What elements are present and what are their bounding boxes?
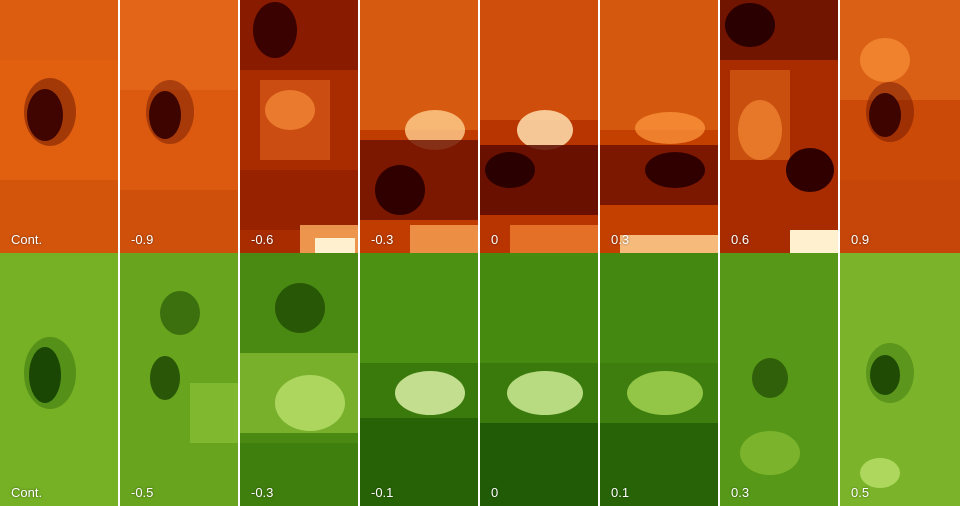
panel-label: 0.5 xyxy=(851,485,870,500)
panel-label: -0.9 xyxy=(131,232,154,247)
panel-label: 0.6 xyxy=(731,232,750,247)
panel-label: -0.3 xyxy=(251,485,274,500)
red-panel-4: -0.3 xyxy=(360,0,478,253)
panel-label: 0.3 xyxy=(611,232,630,247)
panel-label: Cont. xyxy=(11,485,43,500)
green-panel-2-image xyxy=(120,253,238,506)
red-panel-2: -0.9 xyxy=(120,0,238,253)
red-panel-8: 0.9 xyxy=(840,0,960,253)
panel-label: -0.6 xyxy=(251,232,274,247)
green-panel-8: 0.5 xyxy=(840,253,960,506)
panel-label: -0.3 xyxy=(371,232,394,247)
panel-label: 0.1 xyxy=(611,485,630,500)
red-panel-2-image xyxy=(120,0,238,253)
green-panel-4: -0.1 xyxy=(360,253,478,506)
green-panel-7-image xyxy=(720,253,838,506)
green-panel-3-image xyxy=(240,253,358,506)
green-panel-5: 0 xyxy=(480,253,598,506)
red-image-row: Cont. -0.9 -0.6 xyxy=(0,0,960,253)
panel-label: 0.9 xyxy=(851,232,870,247)
panel-label: 0 xyxy=(491,485,499,500)
red-panel-6: 0.3 xyxy=(600,0,718,253)
green-panel-6: 0.1 xyxy=(600,253,718,506)
panel-label: -0.5 xyxy=(131,485,154,500)
red-panel-5: 0 xyxy=(480,0,598,253)
red-panel-4-image xyxy=(360,0,478,253)
panel-label: 0 xyxy=(491,232,499,247)
red-panel-6-image xyxy=(600,0,718,253)
green-panel-8-image xyxy=(840,253,960,506)
green-panel-6-image xyxy=(600,253,718,506)
panel-label: -0.1 xyxy=(371,485,394,500)
red-panel-1-image xyxy=(0,0,118,253)
red-panel-7-image xyxy=(720,0,838,253)
red-panel-1: Cont. xyxy=(0,0,118,253)
green-panel-5-image xyxy=(480,253,598,506)
panel-label: Cont. xyxy=(11,232,43,247)
red-panel-7: 0.6 xyxy=(720,0,838,253)
green-panel-7: 0.3 xyxy=(720,253,838,506)
red-panel-3: -0.6 xyxy=(240,0,358,253)
panel-label: 0.3 xyxy=(731,485,750,500)
green-panel-4-image xyxy=(360,253,478,506)
green-panel-1: Cont. xyxy=(0,253,118,506)
green-panel-2: -0.5 xyxy=(120,253,238,506)
green-panel-3: -0.3 xyxy=(240,253,358,506)
red-panel-3-image xyxy=(240,0,358,253)
red-panel-5-image xyxy=(480,0,598,253)
green-panel-1-image xyxy=(0,253,118,506)
red-panel-8-image xyxy=(840,0,960,253)
green-image-row: Cont. -0.5 -0.3 xyxy=(0,253,960,506)
